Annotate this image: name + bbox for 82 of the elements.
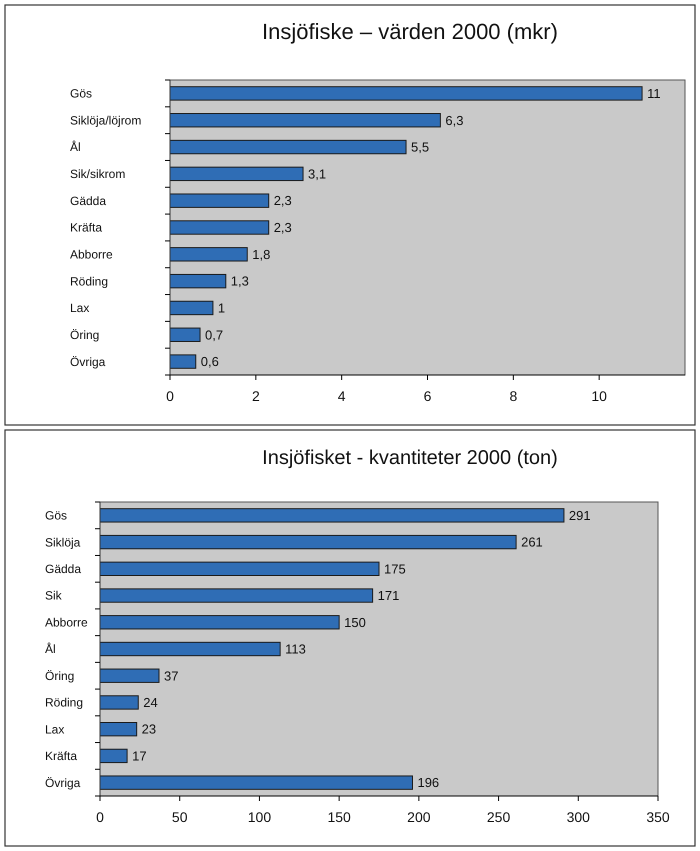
bar bbox=[170, 86, 643, 101]
data-label: 196 bbox=[417, 775, 440, 790]
data-label: 2,3 bbox=[274, 193, 292, 208]
bar bbox=[170, 113, 441, 128]
data-label: 5,5 bbox=[411, 140, 430, 155]
y-tick-label: Ål bbox=[45, 642, 56, 656]
x-tick-label: 8 bbox=[509, 388, 518, 404]
x-tick-label: 300 bbox=[566, 809, 590, 826]
bar bbox=[100, 534, 517, 550]
bar bbox=[100, 615, 340, 630]
bar bbox=[100, 642, 281, 656]
data-label: 113 bbox=[285, 642, 306, 657]
y-tick-label: Abborre bbox=[70, 248, 114, 262]
data-label: 0,6 bbox=[200, 354, 219, 370]
y-tick-label: Övriga bbox=[45, 776, 81, 790]
x-tick-label: 4 bbox=[338, 388, 346, 404]
bar bbox=[100, 695, 139, 710]
chart-title: Insjöfiske – värden 2000 (mkr) bbox=[262, 19, 558, 44]
y-tick-label: Sik/sikrom bbox=[70, 167, 126, 182]
bar bbox=[170, 193, 270, 208]
bar bbox=[100, 748, 128, 764]
chart-title: Insjöfisket - kvantiteter 2000 (ton) bbox=[262, 447, 558, 469]
data-label: 11 bbox=[647, 86, 661, 101]
x-tick-label: 150 bbox=[327, 809, 352, 826]
data-label: 171 bbox=[378, 588, 400, 604]
bar bbox=[170, 140, 407, 154]
data-label: 1,8 bbox=[252, 246, 270, 262]
data-label: 37 bbox=[164, 668, 178, 684]
y-tick-label: Lax bbox=[45, 722, 64, 736]
bar bbox=[100, 775, 413, 790]
data-label: 150 bbox=[344, 614, 366, 630]
x-tick-label: 350 bbox=[646, 809, 670, 826]
x-tick-label: 250 bbox=[486, 809, 510, 826]
x-tick-label: 2 bbox=[252, 388, 260, 404]
y-tick-label: Gös bbox=[45, 508, 68, 523]
bar bbox=[170, 300, 214, 316]
x-tick-label: 0 bbox=[166, 388, 174, 404]
bar bbox=[100, 508, 564, 523]
x-tick-label: 0 bbox=[96, 809, 104, 826]
data-label: 1 bbox=[218, 300, 226, 316]
y-tick-label: Siklöja bbox=[45, 535, 81, 550]
bar bbox=[100, 668, 160, 683]
y-tick-label: Röding bbox=[45, 696, 84, 710]
data-label: 2,3 bbox=[274, 220, 292, 236]
data-label: 3,1 bbox=[308, 166, 326, 182]
bar bbox=[170, 247, 248, 262]
x-tick-label: 10 bbox=[591, 388, 608, 404]
y-tick-label: Ål bbox=[70, 140, 81, 154]
bar bbox=[100, 588, 374, 603]
y-tick-label: Gädda bbox=[45, 562, 82, 576]
data-label: 1,3 bbox=[230, 274, 249, 289]
y-tick-label: Lax bbox=[70, 301, 90, 316]
x-tick-label: 100 bbox=[248, 809, 272, 826]
data-label: 6,3 bbox=[445, 112, 464, 128]
data-label: 24 bbox=[143, 695, 158, 710]
y-tick-label: Kräfta bbox=[45, 749, 78, 764]
x-tick-label: 200 bbox=[407, 809, 431, 826]
data-label: 17 bbox=[132, 748, 147, 764]
y-tick-label: Siklöja/löjrom bbox=[70, 113, 142, 128]
y-tick-label: Sik bbox=[45, 588, 63, 603]
bar bbox=[170, 274, 226, 288]
bar bbox=[170, 328, 201, 342]
bar bbox=[170, 220, 270, 235]
data-label: 23 bbox=[142, 722, 156, 737]
y-tick-label: Abborre bbox=[45, 615, 88, 630]
bar bbox=[100, 722, 138, 736]
bar bbox=[100, 562, 380, 576]
y-tick-label: Röding bbox=[70, 274, 108, 288]
y-tick-label: Gädda bbox=[70, 194, 106, 208]
x-tick-label: 6 bbox=[424, 388, 432, 404]
data-label: 0,7 bbox=[205, 327, 224, 342]
data-label: 175 bbox=[384, 561, 406, 576]
y-tick-label: Öring bbox=[70, 328, 100, 342]
y-tick-label: Öring bbox=[45, 668, 74, 683]
y-tick-label: Kräfta bbox=[70, 220, 102, 235]
data-label: 291 bbox=[568, 508, 591, 523]
x-tick-label: 50 bbox=[172, 809, 188, 826]
data-label: 261 bbox=[521, 534, 543, 550]
y-tick-label: Gös bbox=[70, 86, 92, 101]
bar bbox=[170, 354, 196, 369]
bar bbox=[170, 166, 304, 182]
y-tick-label: Övriga bbox=[70, 354, 106, 369]
